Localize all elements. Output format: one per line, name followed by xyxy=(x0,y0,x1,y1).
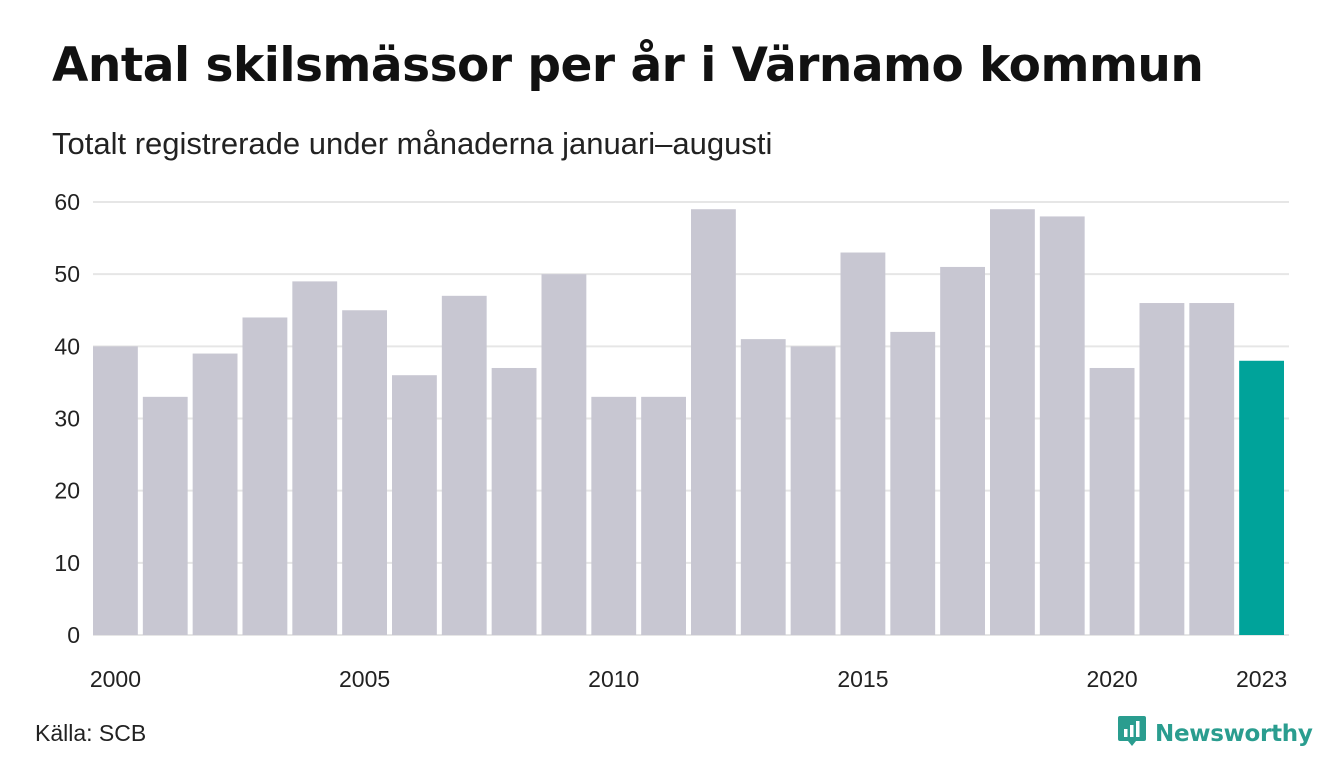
bar-2000[interactable]: 2000: 40 xyxy=(93,346,138,635)
bar-2020[interactable]: 2020: 37 xyxy=(1089,367,1135,635)
x-tick-label: 2023 xyxy=(1236,666,1287,692)
bar-2021[interactable]: 2021: 46 xyxy=(1139,303,1185,635)
y-tick-label: 40 xyxy=(54,333,80,359)
y-axis-tick-labels: 0 10 20 30 40 50 60 xyxy=(54,189,80,648)
bar-2009[interactable]: 2009: 50 xyxy=(541,274,587,635)
bar-2008[interactable]: 2008: 37 xyxy=(491,367,537,635)
bar-2002[interactable]: 2002: 39 xyxy=(192,353,238,635)
source-note: Källa: SCB xyxy=(35,720,147,746)
bar-2011[interactable]: 2011: 33 xyxy=(641,396,686,635)
bar-2003[interactable]: 2003: 44 xyxy=(242,317,288,635)
y-tick-label: 10 xyxy=(54,550,80,576)
bar-2006[interactable]: 2006: 36 xyxy=(392,375,437,635)
x-tick-label: 2020 xyxy=(1086,666,1137,692)
bar-2007[interactable]: 2007: 47 xyxy=(441,295,487,635)
x-axis-tick-labels: 2000 2005 2010 2015 2020 2023 xyxy=(90,666,1287,692)
y-tick-label: 0 xyxy=(67,622,80,648)
bar-2023[interactable]: 2023: 38 xyxy=(1239,360,1284,635)
bar-2022[interactable]: 2022: 46 xyxy=(1189,303,1235,635)
x-tick-label: 2000 xyxy=(90,666,141,692)
bar-2019[interactable]: 2019: 58 xyxy=(1039,216,1085,635)
bar-2001[interactable]: 2001: 33 xyxy=(142,396,188,635)
bar-2010[interactable]: 2010: 33 xyxy=(591,396,637,635)
chart-subtitle: Totalt registrerade under månaderna janu… xyxy=(52,126,773,161)
chart-title: Antal skilsmässor per år i Värnamo kommu… xyxy=(52,38,1204,93)
bar-2013[interactable]: 2013: 41 xyxy=(740,339,786,635)
bar-2014[interactable]: 2014: 40 xyxy=(790,346,836,635)
bar-2018[interactable]: 2018: 59 xyxy=(990,209,1035,635)
brand-name: Newsworthy xyxy=(1155,720,1313,747)
bar-2005[interactable]: 2005: 45 xyxy=(342,310,387,635)
y-tick-label: 60 xyxy=(54,189,80,215)
bar-2015[interactable]: 2015: 53 xyxy=(840,252,886,635)
bar-2016[interactable]: 2016: 42 xyxy=(890,331,936,635)
bar-2004[interactable]: 2004: 49 xyxy=(292,281,338,635)
y-tick-label: 50 xyxy=(54,261,80,287)
x-tick-label: 2015 xyxy=(837,666,888,692)
x-tick-label: 2005 xyxy=(339,666,390,692)
y-tick-label: 30 xyxy=(54,406,80,432)
brand[interactable]: Newsworthy xyxy=(1117,714,1313,753)
bar-2017[interactable]: 2017: 51 xyxy=(940,266,985,635)
x-tick-label: 2010 xyxy=(588,666,639,692)
bar-2012[interactable]: 2012: 59 xyxy=(691,209,736,635)
newsworthy-logo-icon xyxy=(1117,714,1147,753)
y-tick-label: 20 xyxy=(54,478,80,504)
bars: 2000: 402001: 332002: 392003: 442004: 49… xyxy=(93,209,1284,635)
